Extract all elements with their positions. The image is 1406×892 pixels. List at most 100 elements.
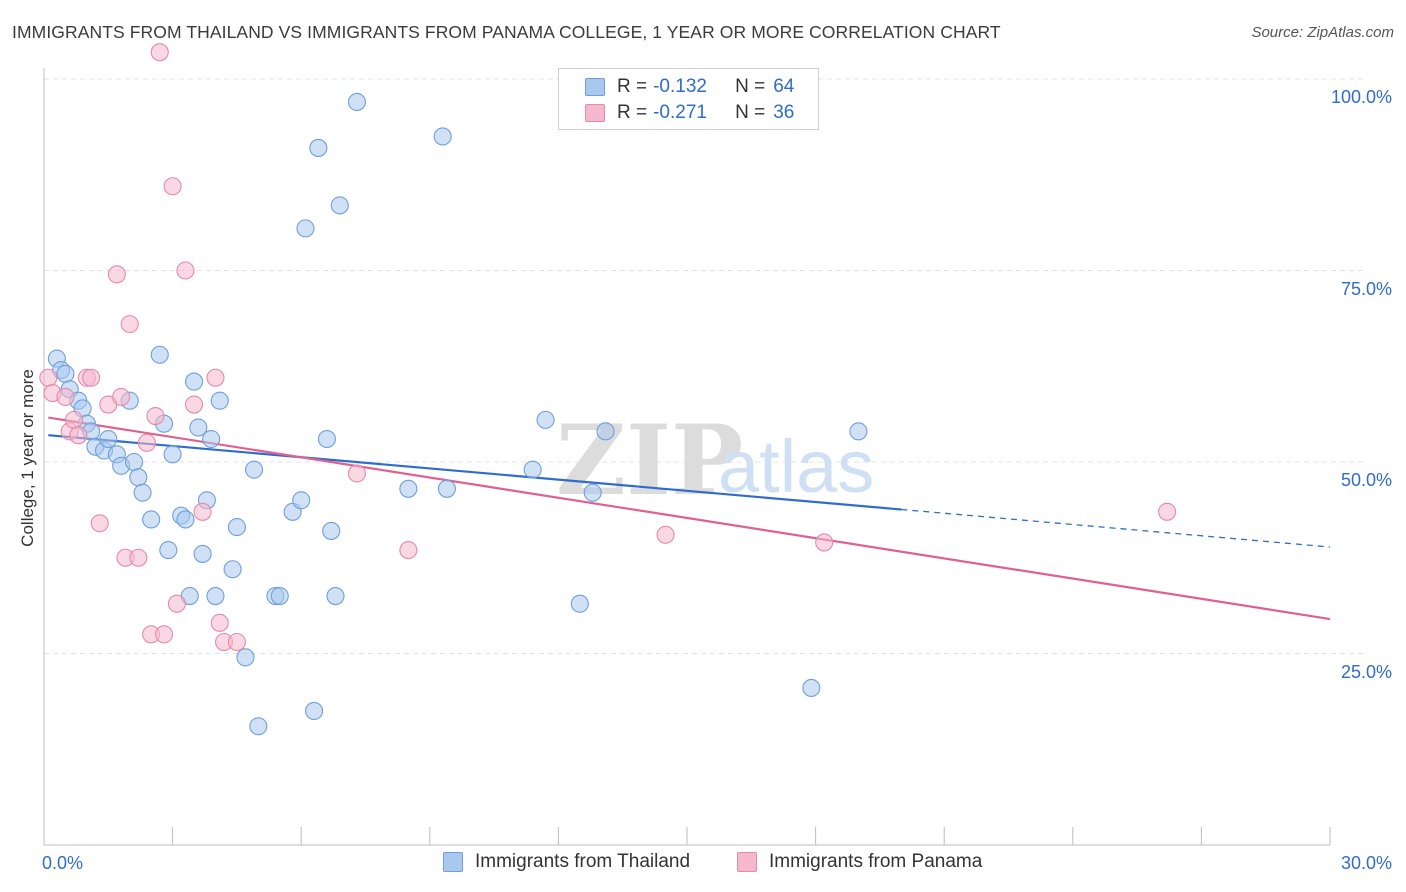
series-swatch-thailand	[443, 852, 463, 872]
y-tick-label-50: 50.0%	[1340, 470, 1392, 490]
legend-row-thailand: R = -0.132 N = 64	[585, 75, 794, 99]
legend-r-label: R =	[617, 102, 648, 123]
y-axis-label: College, 1 year or more	[18, 369, 37, 547]
correlation-legend: R = -0.132 N = 64 R = -0.271 N = 36	[558, 68, 819, 130]
series-legend: Immigrants from Thailand Immigrants from…	[0, 851, 1406, 879]
x-tick-label-max: 30.0%	[1340, 853, 1392, 873]
point-1-31	[656, 525, 675, 544]
legend-n-label: N =	[735, 102, 766, 123]
point-1-24	[193, 502, 212, 521]
point-0-20	[159, 541, 178, 560]
series-legend-thailand[interactable]: Immigrants from Thailand	[443, 851, 690, 873]
point-0-34	[236, 648, 255, 667]
point-0-2	[56, 364, 75, 383]
point-0-38	[270, 586, 289, 606]
point-1-5	[69, 426, 88, 445]
point-1-0	[39, 368, 58, 387]
point-0-17	[142, 510, 161, 529]
series-label-thailand: Immigrants from Thailand	[475, 851, 691, 872]
legend-swatch-thailand	[585, 78, 605, 96]
point-0-35	[244, 460, 264, 479]
legend-row-panama: R = -0.271 N = 36	[585, 101, 794, 125]
point-1-23	[184, 395, 204, 414]
point-1-15	[137, 433, 156, 452]
data-points	[39, 43, 1177, 736]
point-0-42	[305, 701, 324, 721]
point-0-51	[437, 479, 456, 498]
point-1-7	[82, 368, 101, 387]
point-0-25	[184, 372, 204, 391]
point-0-47	[330, 196, 349, 215]
legend-swatch-panama	[585, 104, 605, 122]
point-0-57	[802, 678, 821, 698]
point-0-29	[202, 429, 221, 449]
point-0-44	[317, 429, 336, 449]
trend-line-1	[48, 416, 1331, 621]
point-1-18	[154, 625, 174, 644]
legend-n-value-thailand: 64	[773, 76, 795, 97]
legend-r-label: R =	[617, 76, 648, 97]
point-0-56	[596, 422, 615, 441]
point-0-40	[292, 491, 311, 510]
point-0-43	[309, 138, 328, 157]
legend-r-value-panama: -0.271	[653, 102, 707, 123]
point-0-50	[433, 127, 452, 146]
point-0-48	[347, 92, 366, 112]
point-1-10	[107, 265, 126, 284]
gridlines	[44, 78, 1366, 654]
point-0-26	[189, 418, 208, 437]
point-1-26	[210, 613, 229, 632]
point-1-11	[112, 387, 131, 406]
point-0-41	[296, 219, 315, 238]
trend-lines	[48, 416, 1331, 621]
point-1-28	[227, 632, 246, 652]
point-0-36	[249, 717, 268, 736]
point-0-46	[326, 586, 345, 606]
point-1-25	[206, 368, 225, 387]
point-0-55	[583, 483, 602, 502]
trend-line-0	[48, 434, 902, 511]
watermark-zip: ZIP	[556, 404, 743, 517]
point-0-31	[210, 391, 229, 410]
series-label-panama: Immigrants from Panama	[769, 851, 983, 872]
point-0-10	[99, 429, 118, 449]
series-legend-panama[interactable]: Immigrants from Panama	[737, 851, 982, 873]
point-1-17	[146, 406, 165, 426]
trend-line-dashed-0	[901, 508, 1331, 548]
point-1-20	[163, 177, 182, 196]
point-1-19	[150, 43, 169, 62]
point-1-22	[176, 261, 195, 280]
point-0-18	[150, 345, 169, 364]
y-tick-label-100: 100.0%	[1330, 87, 1392, 107]
point-1-30	[399, 541, 418, 560]
point-0-54	[570, 594, 589, 613]
point-1-8	[90, 514, 109, 533]
point-0-15	[129, 468, 148, 487]
series-swatch-panama	[737, 852, 757, 872]
point-0-14	[124, 452, 144, 472]
point-0-27	[193, 544, 212, 563]
point-1-29	[347, 464, 366, 483]
axes	[43, 68, 1331, 846]
point-0-32	[227, 518, 246, 537]
point-0-58	[849, 422, 868, 441]
y-tick-label-75: 75.0%	[1340, 278, 1392, 299]
point-0-52	[523, 460, 542, 479]
point-1-32	[815, 533, 834, 552]
watermark-atlas: atlas	[718, 425, 874, 508]
point-1-2	[56, 387, 75, 406]
point-0-49	[399, 479, 418, 498]
point-1-4	[64, 410, 84, 429]
point-0-45	[322, 521, 341, 540]
legend-r-value-thailand: -0.132	[653, 76, 707, 97]
point-1-14	[129, 548, 148, 567]
legend-n-value-panama: 36	[773, 102, 795, 123]
point-0-21	[163, 445, 182, 464]
point-0-33	[223, 560, 242, 579]
x-tick-label-min: 0.0%	[42, 853, 84, 873]
point-1-21	[167, 594, 186, 613]
point-1-33	[1158, 502, 1177, 521]
point-0-16	[133, 483, 152, 502]
